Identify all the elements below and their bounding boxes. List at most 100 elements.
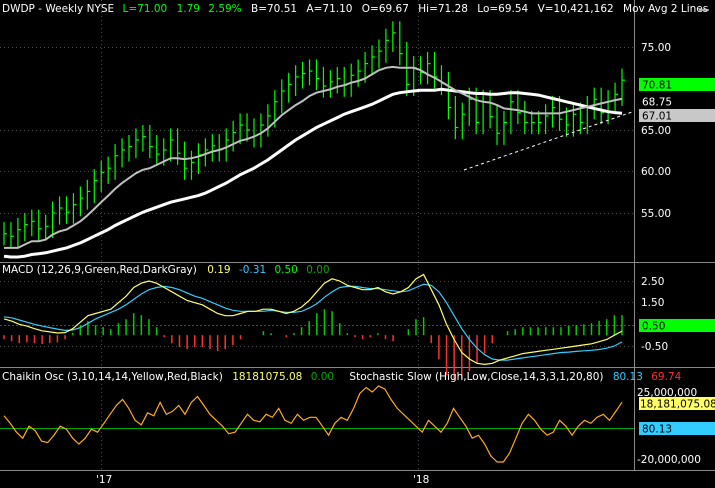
study-name: Mov Avg 2 Lines bbox=[623, 3, 708, 15]
price-bar bbox=[58, 196, 63, 225]
price-bar bbox=[329, 70, 334, 98]
price-bar bbox=[489, 90, 494, 129]
price-bar bbox=[510, 90, 514, 135]
price-bar bbox=[72, 193, 77, 224]
stochastic-k: 80.13 bbox=[613, 371, 643, 383]
time-label-2018: '18 bbox=[413, 474, 429, 486]
price-bar bbox=[322, 66, 327, 98]
last-price: L=71.00 bbox=[123, 3, 168, 15]
price-bar bbox=[392, 21, 396, 52]
bid-price: B=70.51 bbox=[251, 3, 297, 15]
price-bar bbox=[142, 125, 146, 152]
ask-price: A=71.10 bbox=[306, 3, 352, 15]
price-bar bbox=[65, 196, 70, 224]
price-bar bbox=[426, 51, 431, 85]
price-bar bbox=[378, 39, 382, 69]
stochastic-title: Stochastic Slow (High,Low,Close,14,3,3,1… bbox=[349, 371, 603, 383]
macd-histogram bbox=[3, 309, 623, 380]
chaikin-oscillator-line bbox=[3, 385, 623, 463]
stochastic-label-box bbox=[639, 422, 715, 435]
price-bar bbox=[204, 138, 209, 167]
time-label-2017: '17 bbox=[96, 474, 112, 486]
price-bar bbox=[385, 28, 389, 63]
ma-slow-label-box bbox=[639, 109, 715, 122]
price-bar bbox=[371, 45, 376, 76]
price-bar bbox=[260, 113, 264, 148]
price-bar bbox=[135, 128, 139, 159]
price-bar bbox=[524, 100, 528, 135]
macd-header: MACD (12,26,9,Green,Red,DarkGray) 0.19 -… bbox=[2, 264, 330, 276]
price-bar bbox=[538, 110, 542, 135]
price-bar bbox=[600, 87, 605, 125]
price-tick-55: 55.00 bbox=[641, 208, 671, 220]
price-bar bbox=[454, 95, 459, 140]
stochastic-d: 69.74 bbox=[651, 371, 681, 383]
ma-slow-label: 67.01 bbox=[642, 111, 672, 123]
macd-tick-2-50: 2.50 bbox=[641, 276, 664, 288]
price-bar bbox=[267, 104, 271, 137]
last-price-label: 70.81 bbox=[642, 80, 672, 92]
price-bar bbox=[121, 138, 126, 168]
change-percent: 2.59% bbox=[208, 3, 241, 15]
price-bar bbox=[24, 213, 28, 242]
price-bar bbox=[114, 144, 119, 180]
price-bar bbox=[246, 113, 251, 142]
price-bar bbox=[447, 71, 452, 120]
price-bar bbox=[399, 21, 403, 66]
chaikin-value-label: 18,181,075.08 bbox=[640, 399, 715, 411]
price-bar bbox=[232, 120, 237, 152]
macd-title: MACD (12,26,9,Green,Red,DarkGray) bbox=[2, 264, 197, 276]
price-bar bbox=[461, 102, 466, 140]
price-bar bbox=[211, 134, 216, 162]
price-tick-65: 65.00 bbox=[641, 125, 671, 137]
macd-value-4: 0.00 bbox=[306, 264, 329, 276]
macd-label-box bbox=[639, 319, 715, 332]
price-bar bbox=[614, 82, 619, 114]
price-bar bbox=[17, 217, 21, 248]
price-bar bbox=[107, 156, 112, 184]
price-bar bbox=[79, 186, 84, 217]
macd-value-3: 0.50 bbox=[274, 264, 297, 276]
chaikin-label-box bbox=[639, 397, 715, 410]
price-bar bbox=[86, 179, 91, 210]
price-bar bbox=[93, 169, 98, 204]
price-bar bbox=[301, 61, 306, 89]
price-bar bbox=[572, 102, 577, 137]
price-grid bbox=[0, 0, 634, 470]
price-bar bbox=[531, 110, 535, 135]
price-bar bbox=[315, 59, 320, 91]
chaikin-zero-value: 0.00 bbox=[311, 371, 334, 383]
price-bar bbox=[503, 110, 507, 145]
price-bar bbox=[551, 95, 556, 128]
price-bar bbox=[406, 42, 410, 96]
price-bar bbox=[183, 141, 188, 180]
macd-signal-line bbox=[3, 283, 623, 361]
chaikin-value: 18181075.08 bbox=[232, 371, 302, 383]
macd-value-2: -0.31 bbox=[239, 264, 266, 276]
macd-tick-1-50: 1.50 bbox=[641, 297, 664, 309]
low-price: Lo=69.54 bbox=[477, 3, 528, 15]
price-bar bbox=[308, 59, 313, 86]
price-bar bbox=[295, 65, 299, 96]
price-bar bbox=[10, 222, 14, 248]
price-bar bbox=[3, 222, 7, 246]
stochastic-label: 80.13 bbox=[642, 424, 672, 436]
price-bar bbox=[156, 134, 160, 166]
price-bar bbox=[128, 134, 132, 162]
chaikin-header: Chaikin Osc (3,10,14,14,Yellow,Red,Black… bbox=[2, 371, 682, 383]
price-bar bbox=[350, 63, 355, 97]
chaikin-tick-bottom: -20,000,000 bbox=[637, 454, 701, 466]
price-bar bbox=[496, 105, 501, 145]
price-bar bbox=[517, 90, 521, 125]
macd-tick-neg-0-50: -0.50 bbox=[641, 341, 668, 353]
price-bar bbox=[239, 113, 244, 145]
moving-average-fast-line bbox=[4, 65, 623, 249]
macd-value-1: 0.19 bbox=[207, 264, 230, 276]
price-tick-75: 75.00 bbox=[641, 42, 671, 54]
price-bar bbox=[52, 201, 56, 238]
pane-borders bbox=[0, 0, 715, 471]
open-price: O=69.67 bbox=[362, 3, 409, 15]
price-bar bbox=[288, 72, 292, 103]
symbol-text: DWDP - Weekly NYSE bbox=[2, 3, 114, 15]
